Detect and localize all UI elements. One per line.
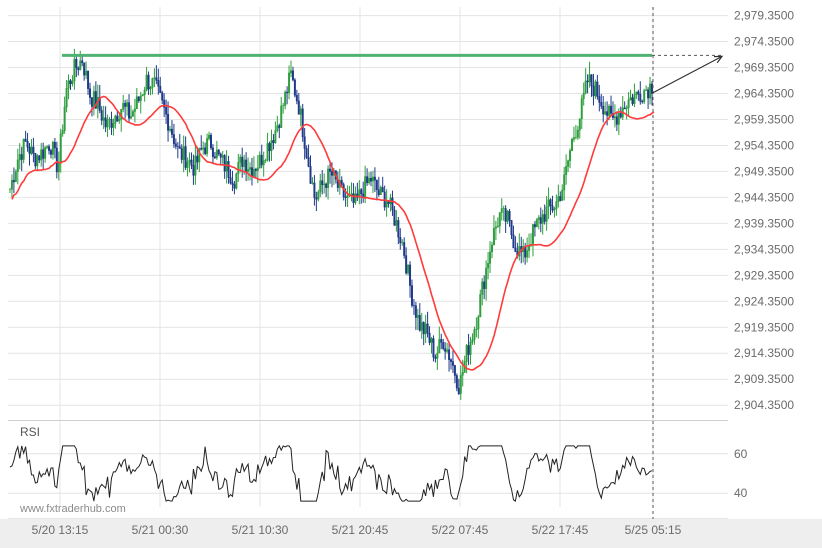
y-tick-label: 2,974.3500	[734, 35, 794, 49]
y-tick-label: 2,909.3500	[734, 372, 794, 386]
x-axis-band	[0, 519, 822, 548]
rsi-tick-label: 40	[734, 486, 748, 500]
y-tick-label: 2,964.3500	[734, 86, 794, 100]
y-tick-label: 2,959.3500	[734, 112, 794, 126]
projection-arrowhead	[713, 55, 724, 64]
y-tick-label: 2,914.3500	[734, 346, 794, 360]
moving-average-line	[11, 95, 655, 371]
x-tick-label: 5/21 20:45	[332, 523, 389, 537]
rsi-line	[9, 444, 653, 502]
y-tick-label: 2,969.3500	[734, 61, 794, 75]
x-tick-label: 5/25 05:15	[625, 523, 682, 537]
x-tick-label: 5/22 07:45	[432, 523, 489, 537]
y-tick-label: 2,929.3500	[734, 268, 794, 282]
watermark: www.fxtraderhub.com	[19, 503, 126, 515]
y-tick-label: 2,904.3500	[734, 398, 794, 412]
x-tick-label: 5/21 00:30	[132, 523, 189, 537]
y-tick-label: 2,944.3500	[734, 190, 794, 204]
y-tick-label: 2,934.3500	[734, 242, 794, 256]
projection-arrow	[651, 55, 723, 94]
y-tick-label: 2,919.3500	[734, 320, 794, 334]
price-series	[9, 48, 655, 502]
x-tick-label: 5/20 13:15	[32, 523, 89, 537]
y-tick-label: 2,979.3500	[734, 9, 794, 23]
overlay	[62, 7, 724, 519]
x-tick-label: 5/21 10:30	[232, 523, 289, 537]
y-tick-label: 2,954.3500	[734, 138, 794, 152]
y-tick-label: 2,939.3500	[734, 216, 794, 230]
y-tick-label: 2,949.3500	[734, 164, 794, 178]
axis: 2,979.3500 2,974.3500 2,969.3500 2,964.3500…	[32, 9, 795, 537]
y-tick-label: 2,924.3500	[734, 294, 794, 308]
rsi-tick-label: 60	[734, 447, 748, 461]
x-tick-label: 5/22 17:45	[532, 523, 589, 537]
rsi-title: RSI	[20, 425, 40, 439]
